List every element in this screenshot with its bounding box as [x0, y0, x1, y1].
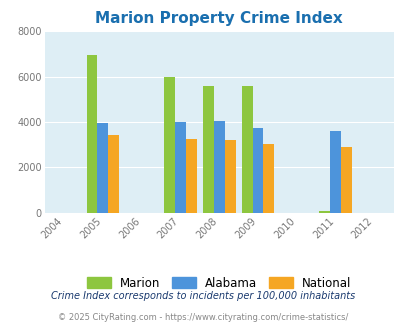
Bar: [213, 121, 224, 213]
Legend: Marion, Alabama, National: Marion, Alabama, National: [83, 273, 354, 293]
Bar: [241, 86, 252, 213]
Bar: [329, 131, 340, 213]
Bar: [175, 122, 185, 213]
Bar: [202, 86, 213, 213]
Bar: [86, 55, 97, 213]
Title: Marion Property Crime Index: Marion Property Crime Index: [95, 11, 342, 26]
Bar: [164, 77, 175, 213]
Bar: [97, 123, 108, 213]
Text: Crime Index corresponds to incidents per 100,000 inhabitants: Crime Index corresponds to incidents per…: [51, 291, 354, 301]
Bar: [263, 144, 274, 213]
Bar: [224, 140, 235, 213]
Bar: [340, 147, 351, 213]
Bar: [252, 128, 263, 213]
Bar: [108, 135, 119, 213]
Bar: [319, 211, 329, 213]
Bar: [185, 139, 196, 213]
Text: © 2025 CityRating.com - https://www.cityrating.com/crime-statistics/: © 2025 CityRating.com - https://www.city…: [58, 313, 347, 322]
